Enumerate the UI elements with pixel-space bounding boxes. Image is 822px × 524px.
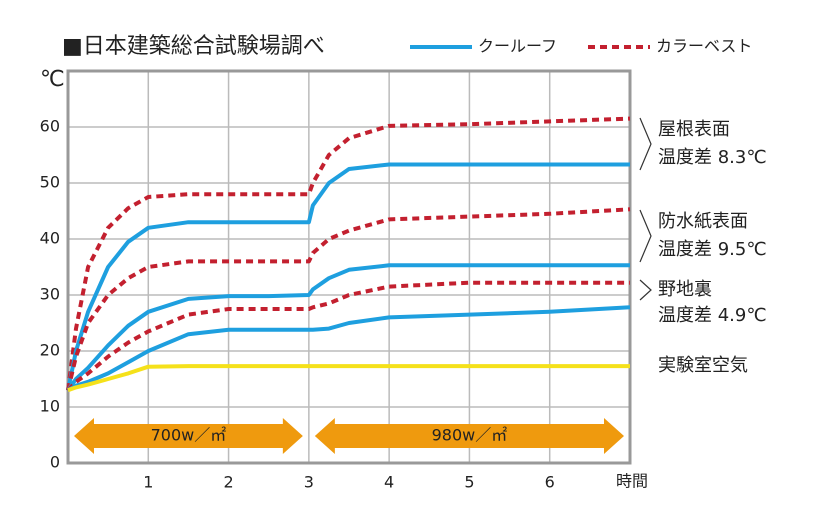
y-tick-label: 50 — [40, 173, 60, 192]
period-arrow — [74, 418, 303, 454]
annotation-label: 屋根表面 — [658, 119, 730, 140]
annotation-text: 温度差 9.5℃ — [658, 239, 767, 260]
series-line — [66, 116, 631, 391]
x-tick-label: 5 — [464, 473, 474, 492]
y-tick-label: 0 — [50, 453, 60, 472]
annotation-label: 実験室空気 — [658, 355, 748, 376]
legend-label: カラーベスト — [656, 37, 752, 56]
series-line — [66, 207, 631, 391]
x-tick-label: 1 — [143, 473, 153, 492]
y-axis-label: ℃ — [40, 67, 65, 92]
annotation-text: 温度差 4.9℃ — [658, 305, 767, 326]
period-arrow — [314, 418, 624, 454]
series-line — [67, 305, 631, 392]
series-line — [66, 263, 630, 392]
series-line — [67, 364, 630, 393]
series-line — [66, 280, 630, 392]
x-tick-label: 4 — [384, 473, 394, 492]
series-line — [66, 162, 630, 391]
annotation-label: 野地裏 — [658, 279, 712, 300]
annotation-bracket — [639, 209, 652, 263]
x-tick-label: 2 — [223, 473, 233, 492]
chart-title: ■日本建築総合試験場調べ — [62, 34, 325, 59]
annotation-text: 温度差 8.3℃ — [658, 147, 767, 168]
period-label: 980w／㎡ — [432, 426, 508, 445]
x-tick-label: 3 — [304, 473, 314, 492]
y-tick-label: 60 — [40, 117, 60, 136]
annotation-bracket — [639, 279, 652, 301]
period-label: 700w／㎡ — [151, 426, 227, 445]
x-axis-label: 時間 — [616, 472, 648, 491]
legend-label: クールーフ — [478, 37, 557, 56]
y-tick-label: 10 — [40, 397, 60, 416]
y-tick-label: 40 — [40, 229, 60, 248]
annotation-label: 防水紙表面 — [658, 211, 748, 232]
y-tick-label: 20 — [40, 341, 60, 360]
y-tick-label: 30 — [40, 285, 60, 304]
annotation-bracket — [639, 117, 652, 171]
x-tick-label: 6 — [545, 473, 555, 492]
